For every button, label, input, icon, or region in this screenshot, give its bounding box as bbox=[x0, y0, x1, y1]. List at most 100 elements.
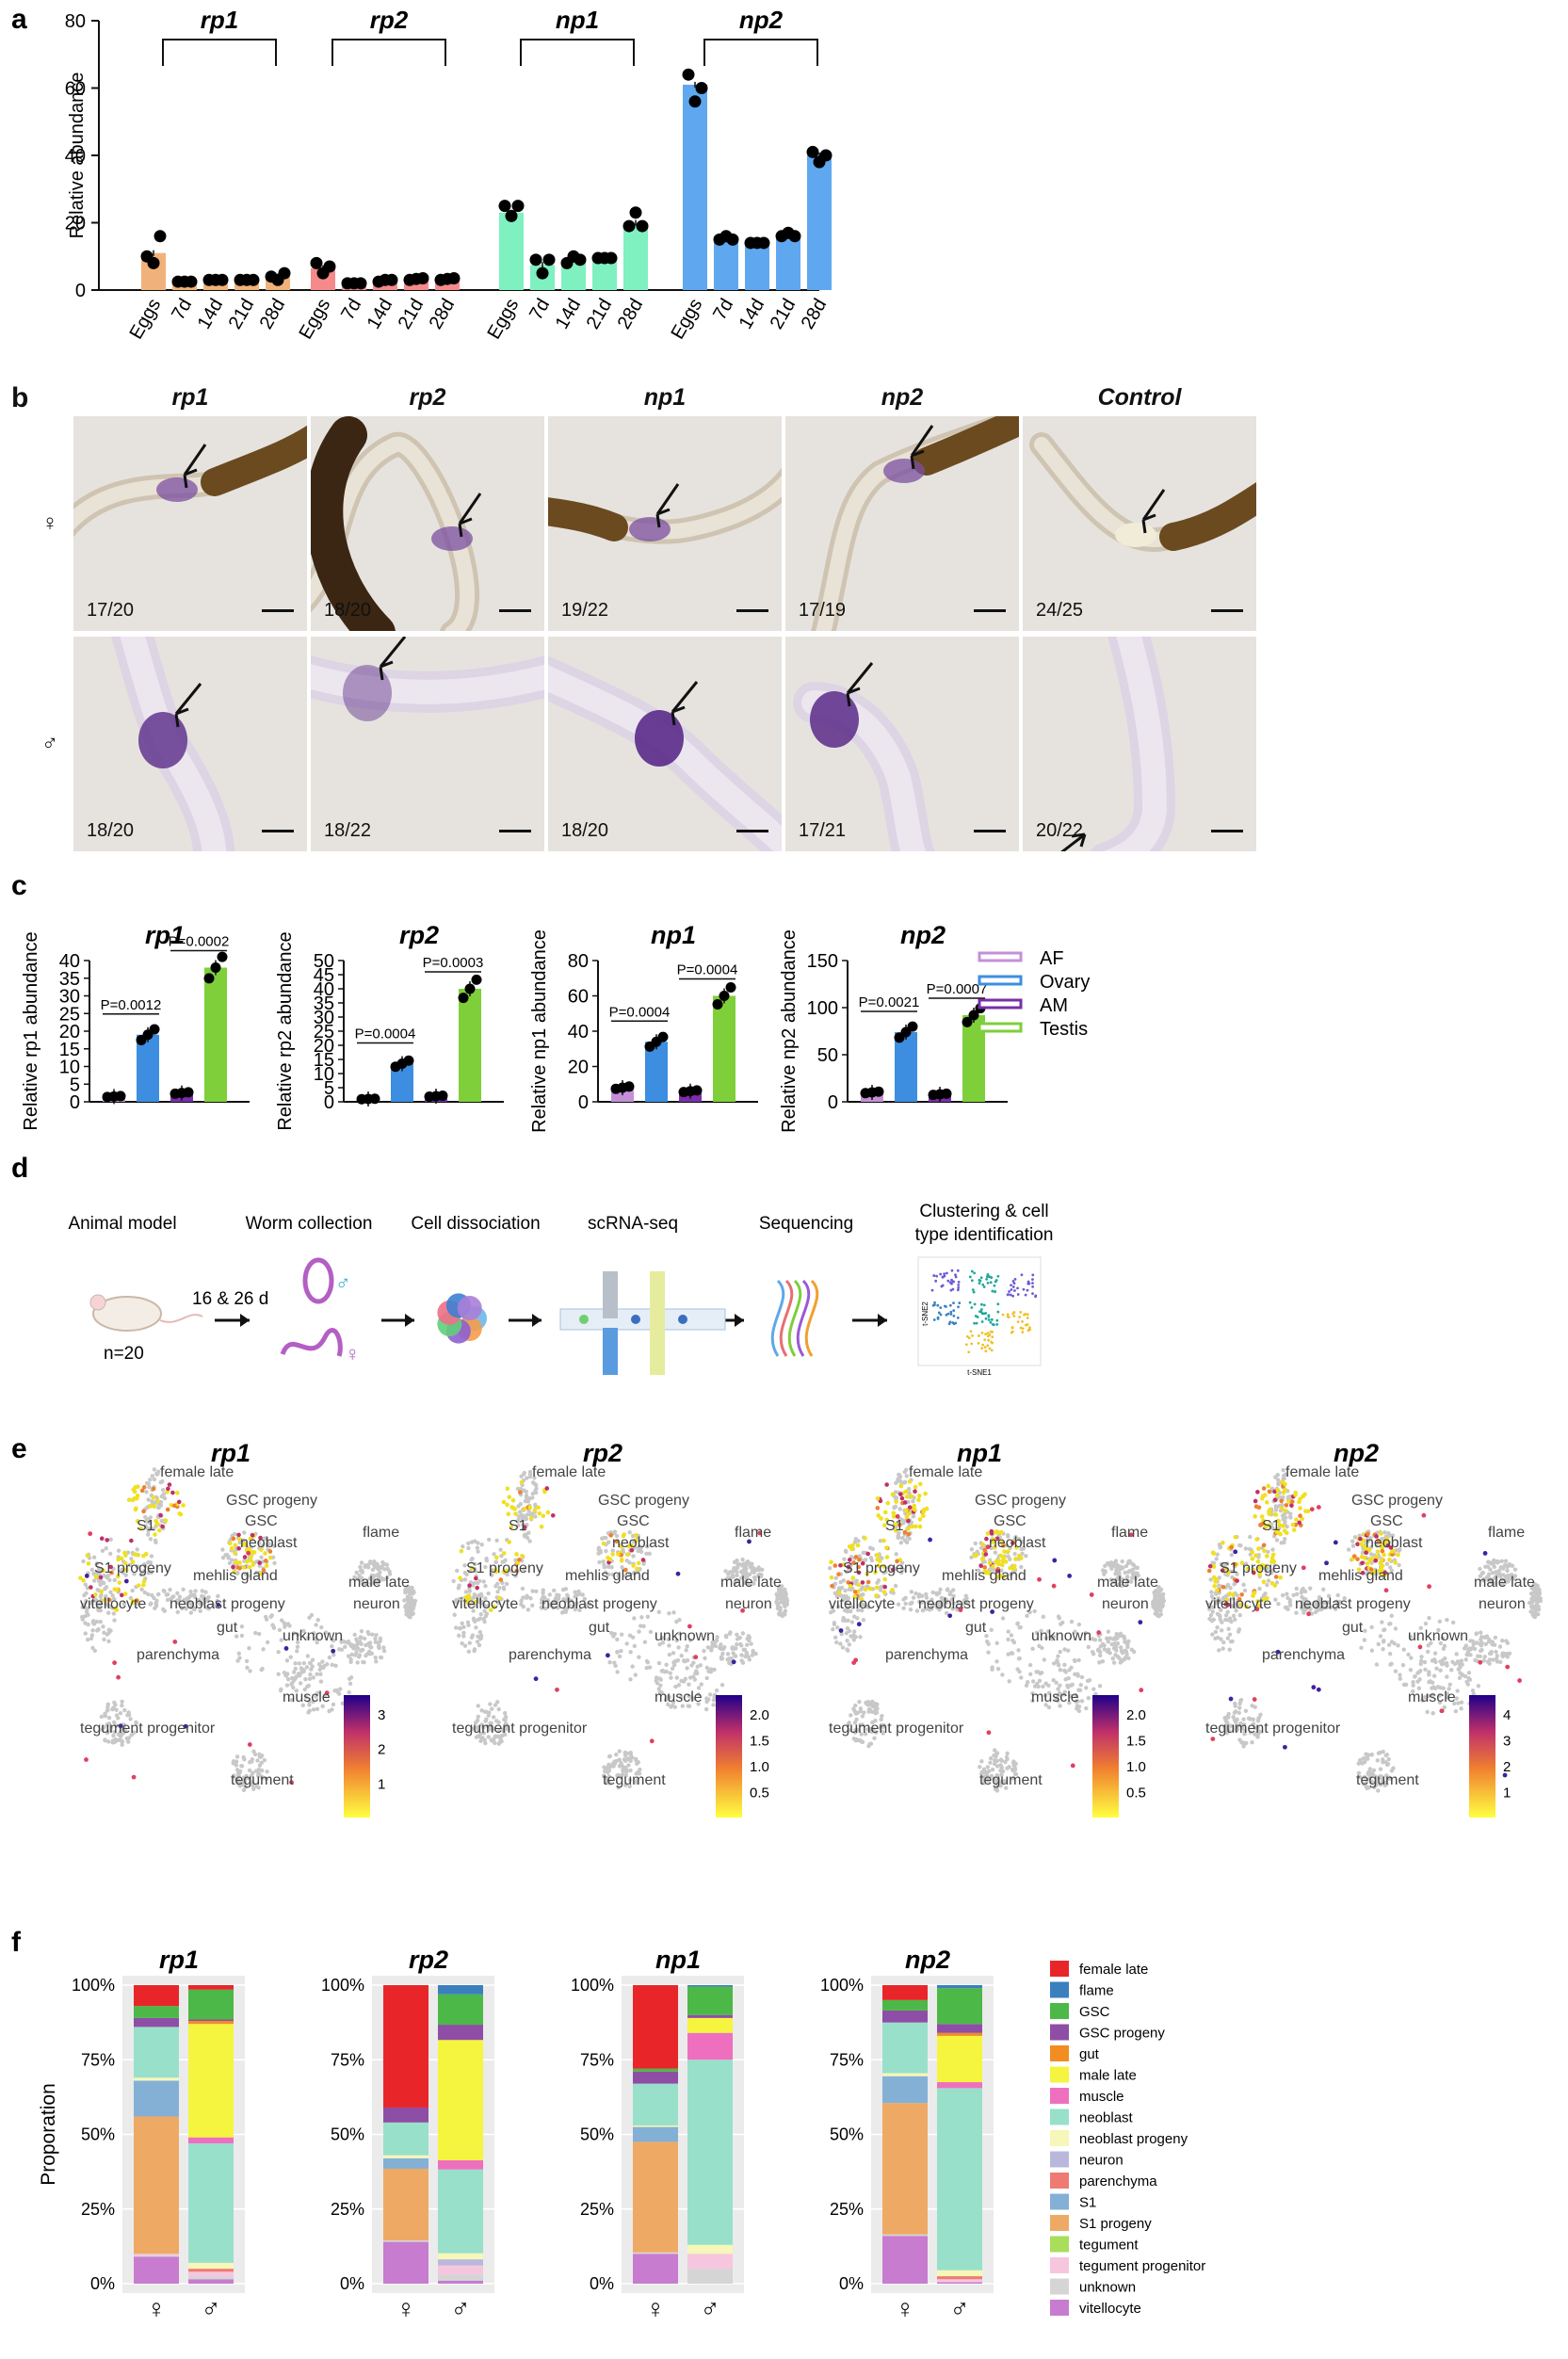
cell-point bbox=[315, 1706, 320, 1712]
cell-point bbox=[241, 1779, 247, 1785]
cell-point bbox=[526, 1530, 531, 1535]
expression-point bbox=[459, 1548, 464, 1554]
tsne-point bbox=[972, 1290, 976, 1294]
cell-point bbox=[1008, 1545, 1012, 1550]
cell-point bbox=[1512, 1567, 1518, 1572]
expression-point bbox=[1290, 1499, 1295, 1504]
cell-point bbox=[861, 1550, 865, 1556]
cell-point bbox=[1285, 1595, 1290, 1601]
cell-point bbox=[606, 1564, 611, 1570]
arrow-icon bbox=[458, 493, 482, 538]
cell-point bbox=[846, 1722, 850, 1727]
expression-point bbox=[1052, 1558, 1058, 1563]
cell-point bbox=[1229, 1552, 1235, 1558]
cell-point bbox=[530, 1491, 536, 1496]
cell-point bbox=[1108, 1577, 1113, 1582]
cell-point bbox=[1376, 1751, 1382, 1755]
cell-point bbox=[453, 1599, 458, 1604]
cell-point bbox=[894, 1480, 898, 1485]
scale-bar bbox=[262, 830, 294, 832]
data-point bbox=[691, 1085, 703, 1096]
tsne-point bbox=[949, 1313, 953, 1316]
legend-label: tegument bbox=[1079, 2238, 1139, 2254]
ratio-label: 19/22 bbox=[561, 600, 609, 621]
data-point bbox=[542, 253, 556, 267]
cluster-label: tegument bbox=[979, 1772, 1043, 1788]
cell-point bbox=[1126, 1656, 1131, 1661]
cell-point bbox=[911, 1595, 916, 1600]
cell-point bbox=[94, 1619, 100, 1624]
data-point bbox=[819, 149, 832, 162]
cell-point bbox=[188, 1605, 194, 1610]
cell-point bbox=[639, 1615, 644, 1620]
cell-point bbox=[504, 1581, 509, 1587]
cell-point bbox=[1123, 1640, 1127, 1644]
cluster-label: female late bbox=[532, 1464, 606, 1480]
p-value: P=0.0012 bbox=[101, 997, 162, 1013]
y-axis-label: Relative np1 abundance bbox=[529, 929, 550, 1133]
expression-point bbox=[916, 1497, 921, 1503]
cell-point bbox=[615, 1670, 620, 1674]
expression-point bbox=[151, 1495, 156, 1500]
map-title: np2 bbox=[1334, 1439, 1379, 1467]
cell-point bbox=[1019, 1675, 1024, 1680]
tsne-point bbox=[1011, 1285, 1015, 1288]
cell-point bbox=[839, 1631, 844, 1637]
cell-point bbox=[1431, 1692, 1435, 1697]
cell-point bbox=[1441, 1661, 1446, 1667]
expression-point bbox=[474, 1599, 478, 1605]
cell-point bbox=[1084, 1686, 1089, 1690]
cell-point bbox=[872, 1736, 877, 1740]
cell-point bbox=[220, 1555, 226, 1560]
tsne-point bbox=[1019, 1310, 1023, 1314]
cell-point bbox=[1207, 1616, 1212, 1622]
expression-point bbox=[992, 1537, 996, 1543]
expression-point bbox=[1275, 1487, 1281, 1493]
expression-point bbox=[1262, 1493, 1268, 1497]
cell-point bbox=[1068, 1683, 1074, 1688]
tsne-point bbox=[995, 1323, 999, 1326]
cell-point bbox=[356, 1655, 362, 1659]
cell-point bbox=[1366, 1753, 1370, 1757]
expression-point bbox=[999, 1562, 1005, 1567]
tsne-point bbox=[984, 1349, 988, 1353]
tsne-point bbox=[1010, 1284, 1012, 1287]
y-tick-label: 0 bbox=[75, 281, 86, 301]
expression-point bbox=[859, 1596, 865, 1602]
expression-point bbox=[545, 1510, 551, 1515]
cell-point bbox=[1221, 1595, 1226, 1601]
cell-point bbox=[859, 1587, 864, 1592]
cell-point bbox=[1431, 1711, 1435, 1716]
y-tick-label: 80 bbox=[65, 11, 86, 32]
male-symbol: ♂ bbox=[335, 1271, 351, 1295]
expression-point bbox=[1283, 1509, 1288, 1513]
tsne-point bbox=[973, 1321, 976, 1325]
cell-point bbox=[1400, 1662, 1406, 1668]
cell-point bbox=[1432, 1651, 1438, 1656]
expression-point bbox=[544, 1486, 550, 1491]
expression-point bbox=[84, 1757, 89, 1762]
tsne-point bbox=[1006, 1315, 1010, 1318]
expression-point bbox=[876, 1513, 881, 1518]
cell-point bbox=[1063, 1670, 1069, 1674]
cell-point bbox=[359, 1628, 364, 1634]
cell-point bbox=[348, 1656, 353, 1662]
cell-point bbox=[1117, 1574, 1123, 1579]
expression-point bbox=[991, 1564, 995, 1569]
cell-point bbox=[1013, 1534, 1018, 1540]
cell-point bbox=[461, 1624, 466, 1630]
cell-point bbox=[1041, 1614, 1046, 1620]
cell-point bbox=[1068, 1693, 1074, 1699]
cell-point bbox=[1009, 1633, 1014, 1638]
bar bbox=[745, 242, 769, 290]
expression-point bbox=[1293, 1493, 1298, 1497]
expression-point bbox=[640, 1558, 646, 1562]
cell-point bbox=[457, 1633, 461, 1639]
group-bracket bbox=[331, 39, 446, 66]
panel-e: e rp1 female late GSC progeny GSC S1 neoblast f… bbox=[0, 1431, 1568, 1921]
expression-point bbox=[119, 1592, 124, 1598]
cell-point bbox=[881, 1724, 885, 1729]
cell-point bbox=[1079, 1674, 1085, 1680]
tsne-point bbox=[994, 1279, 998, 1282]
cell-point bbox=[1233, 1617, 1237, 1622]
